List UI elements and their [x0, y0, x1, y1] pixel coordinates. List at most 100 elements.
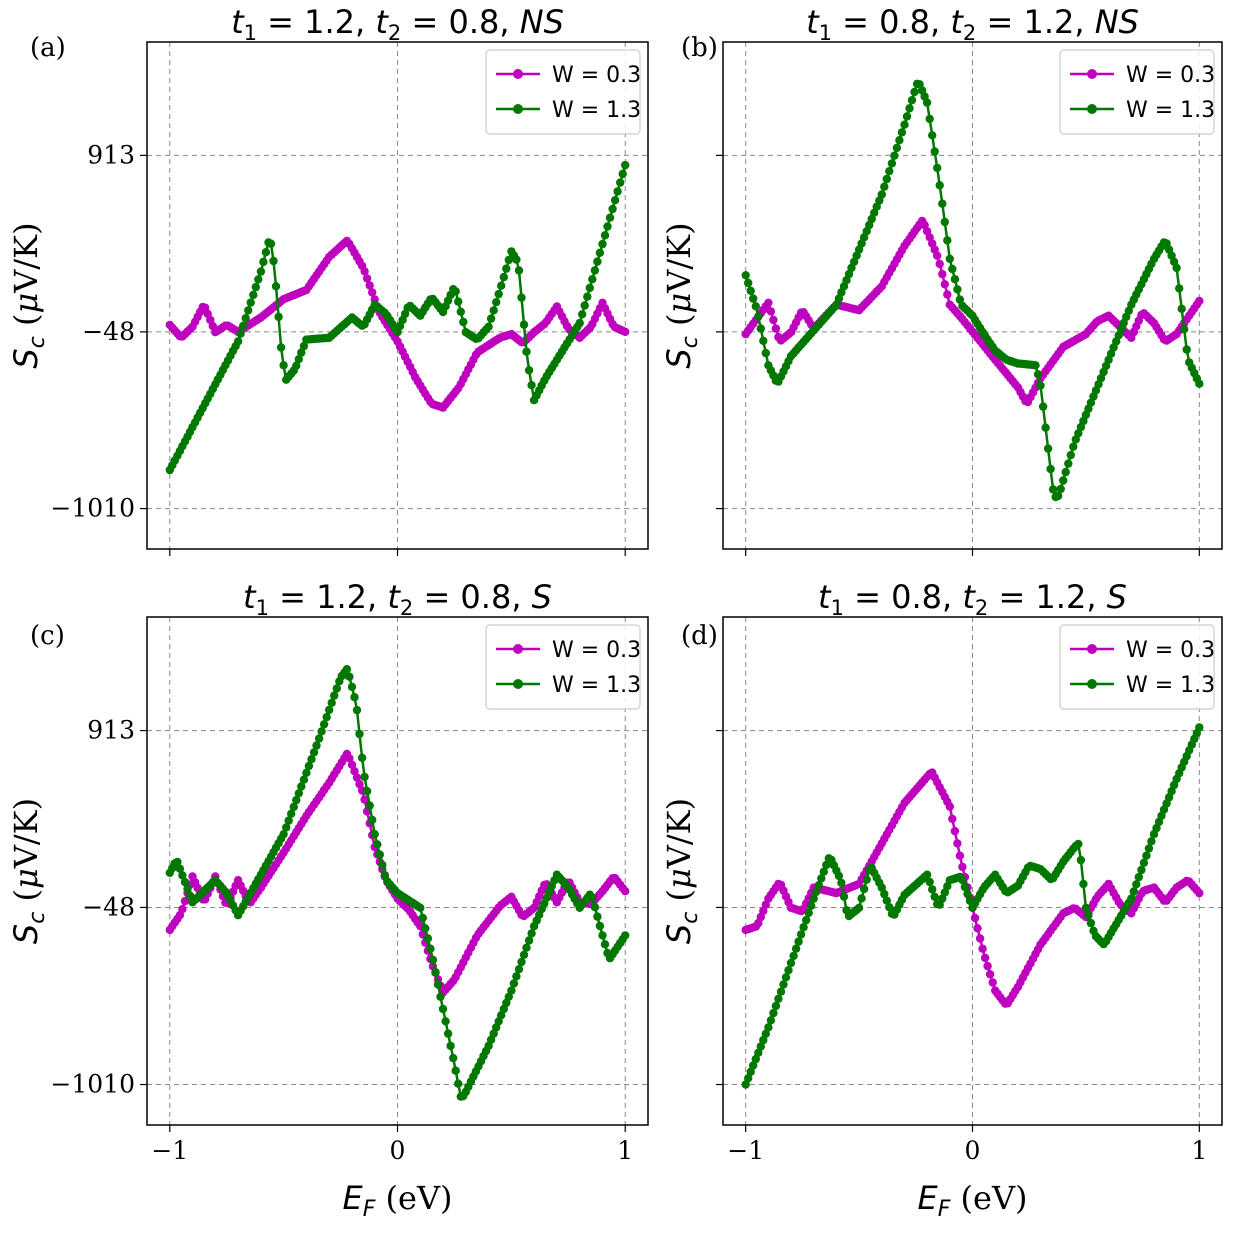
legend-item-w-1-3: W = 1.3 [1070, 98, 1215, 123]
y-tick-label: 913 [87, 716, 135, 745]
data-point [935, 181, 944, 190]
x-tick-label: 1 [1191, 1136, 1207, 1165]
data-point [1195, 296, 1204, 306]
data-point [605, 213, 615, 222]
data-point [613, 187, 622, 196]
data-point [809, 894, 818, 903]
data-point [948, 814, 957, 824]
data-point [368, 815, 377, 825]
data-point [759, 1035, 768, 1045]
data-point [287, 809, 296, 818]
plot-area [165, 665, 630, 1101]
data-point [973, 924, 982, 933]
y-tick-label: −1010 [50, 1070, 135, 1099]
data-point [507, 986, 516, 995]
data-point [817, 874, 826, 883]
data-point [943, 290, 952, 299]
data-point [347, 760, 357, 769]
legend-item-w-1-3: W = 1.3 [1070, 673, 1215, 698]
data-point [279, 361, 288, 370]
data-point [1137, 865, 1146, 875]
data-point [1195, 723, 1204, 732]
panel-title: t1 = 0.8, t2 = 1.2, S [818, 578, 1127, 620]
data-point [988, 978, 997, 987]
data-point [751, 1054, 760, 1064]
data-point [761, 348, 770, 358]
data-point [317, 727, 326, 736]
data-point [438, 1004, 448, 1014]
data-point [1043, 444, 1053, 453]
data-point [502, 264, 511, 273]
panel-d: (d) t1 = 0.8, t2 = 1.2, S −1 0 1 Sc (μV/K) EF … [660, 578, 1223, 1222]
data-point [749, 294, 758, 303]
data-point [299, 775, 309, 784]
data-point [943, 236, 952, 245]
panel-label: (c) [30, 621, 65, 651]
data-point [907, 96, 917, 105]
data-point [1069, 442, 1078, 451]
data-point [514, 266, 524, 275]
data-point [938, 199, 947, 208]
data-point [590, 266, 600, 275]
data-point [935, 259, 944, 269]
data-point [256, 267, 266, 276]
data-point [352, 705, 362, 715]
data-point [756, 1042, 765, 1051]
data-point [446, 1041, 455, 1051]
data-point [269, 256, 278, 266]
data-point [978, 944, 987, 953]
data-point [766, 307, 776, 316]
y-tick-label: −48 [82, 317, 135, 346]
data-point [274, 312, 283, 322]
data-point [796, 930, 806, 939]
legend: W = 0.3 W = 1.3 [1059, 624, 1215, 710]
data-point [970, 913, 980, 923]
data-point [910, 87, 919, 97]
data-point [771, 324, 781, 333]
x-axis-label: EF (eV) [342, 1179, 452, 1222]
data-point [897, 128, 907, 137]
data-point [365, 281, 374, 290]
data-point [517, 957, 526, 967]
data-point [1061, 467, 1070, 477]
data-point [304, 761, 314, 771]
data-point [741, 271, 750, 280]
data-point [451, 1066, 460, 1075]
data-point [1041, 423, 1050, 432]
data-point [930, 147, 939, 156]
data-point [1139, 858, 1149, 867]
panel-title: t1 = 0.8, t2 = 1.2, NS [806, 3, 1139, 45]
data-point [771, 1001, 781, 1011]
data-point [887, 159, 897, 168]
data-point [925, 877, 934, 887]
data-point [857, 894, 866, 903]
data-point [319, 720, 329, 729]
data-point [325, 705, 334, 715]
data-point [744, 278, 753, 288]
data-point [519, 320, 529, 329]
data-point [975, 934, 985, 943]
legend-label: W = 0.3 [1126, 638, 1215, 663]
legend-label: W = 1.3 [552, 98, 641, 123]
data-point [1084, 911, 1093, 920]
data-point [1064, 459, 1073, 468]
data-point [1054, 491, 1063, 501]
legend: W = 0.3 W = 1.3 [485, 624, 641, 710]
data-point [1180, 325, 1189, 334]
data-point [761, 1029, 770, 1039]
plot-area [741, 723, 1204, 1089]
data-point [178, 871, 187, 880]
data-point [294, 355, 303, 364]
data-point [880, 889, 889, 899]
data-point [764, 1023, 773, 1032]
data-point [375, 850, 384, 859]
data-point [279, 830, 288, 839]
data-point [839, 892, 849, 901]
series-w-1-3 [741, 79, 1204, 502]
data-point [900, 120, 909, 129]
series-w-1-3 [165, 665, 630, 1101]
data-point [527, 929, 536, 938]
series-w-0-3 [741, 768, 1204, 1008]
data-point [1195, 888, 1204, 898]
